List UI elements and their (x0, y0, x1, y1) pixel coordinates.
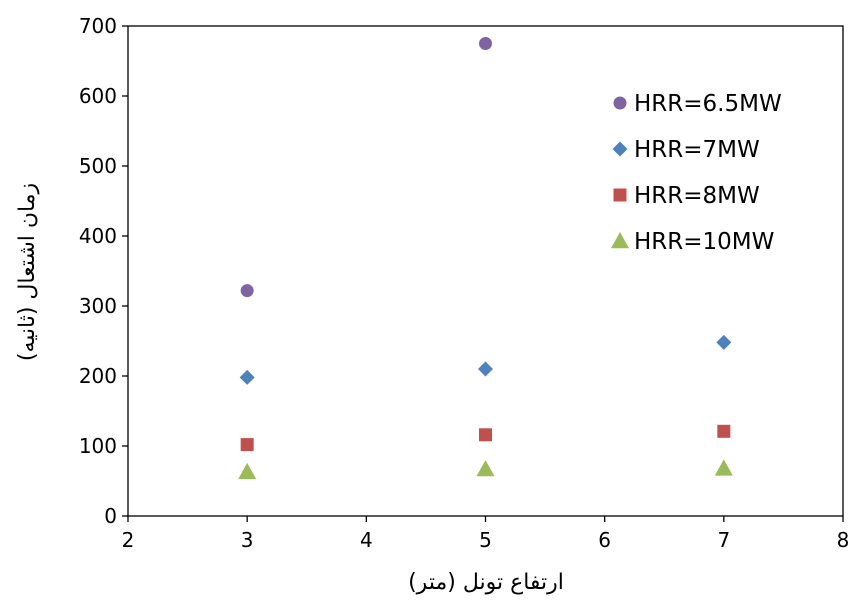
data-point (479, 37, 492, 50)
y-tick-label: 300 (79, 294, 117, 318)
y-axis: 0 100 200 300 400 500 600 700 (79, 14, 128, 528)
x-tick-label: 7 (717, 528, 730, 552)
y-axis-title: زمان اشتعال (ثانیه) (15, 183, 40, 361)
y-tick-label: 500 (79, 154, 117, 178)
legend-marker (613, 96, 627, 110)
data-point (239, 369, 255, 385)
data-point (478, 361, 493, 377)
legend-marker (611, 232, 629, 249)
x-tick-label: 6 (598, 528, 611, 552)
data-point (240, 438, 254, 452)
legend-marker (613, 188, 627, 202)
data-point (717, 424, 731, 438)
legend-marker (612, 141, 628, 157)
x-tick-label: 4 (360, 528, 373, 552)
legend-label: HRR=7MW (634, 137, 760, 163)
x-tick-label: 8 (837, 528, 850, 552)
y-tick-label: 200 (79, 364, 117, 388)
data-point (476, 460, 495, 477)
x-axis-title: ارتفاع تونل (متر) (408, 570, 564, 595)
y-tick-label: 700 (79, 14, 117, 38)
data-points (238, 37, 733, 480)
data-point (716, 334, 732, 350)
y-tick-label: 600 (79, 84, 117, 108)
data-point (479, 428, 492, 442)
x-axis: 2 3 4 5 6 7 8 (122, 516, 850, 552)
y-tick-label: 100 (79, 434, 117, 458)
legend-label: HRR=8MW (634, 183, 760, 209)
data-point (714, 459, 733, 476)
legend-label: HRR=10MW (634, 229, 774, 255)
legend-label: HRR=6.5MW (634, 91, 782, 117)
x-tick-label: 5 (479, 528, 492, 552)
y-tick-label: 0 (104, 504, 117, 528)
data-point (238, 462, 257, 480)
x-tick-label: 2 (122, 528, 135, 552)
y-tick-label: 400 (79, 224, 117, 248)
x-tick-label: 3 (241, 528, 254, 552)
legend: HRR=6.5MW HRR=7MW HRR=8MW HRR=10MW (611, 91, 782, 255)
data-point (240, 284, 254, 298)
